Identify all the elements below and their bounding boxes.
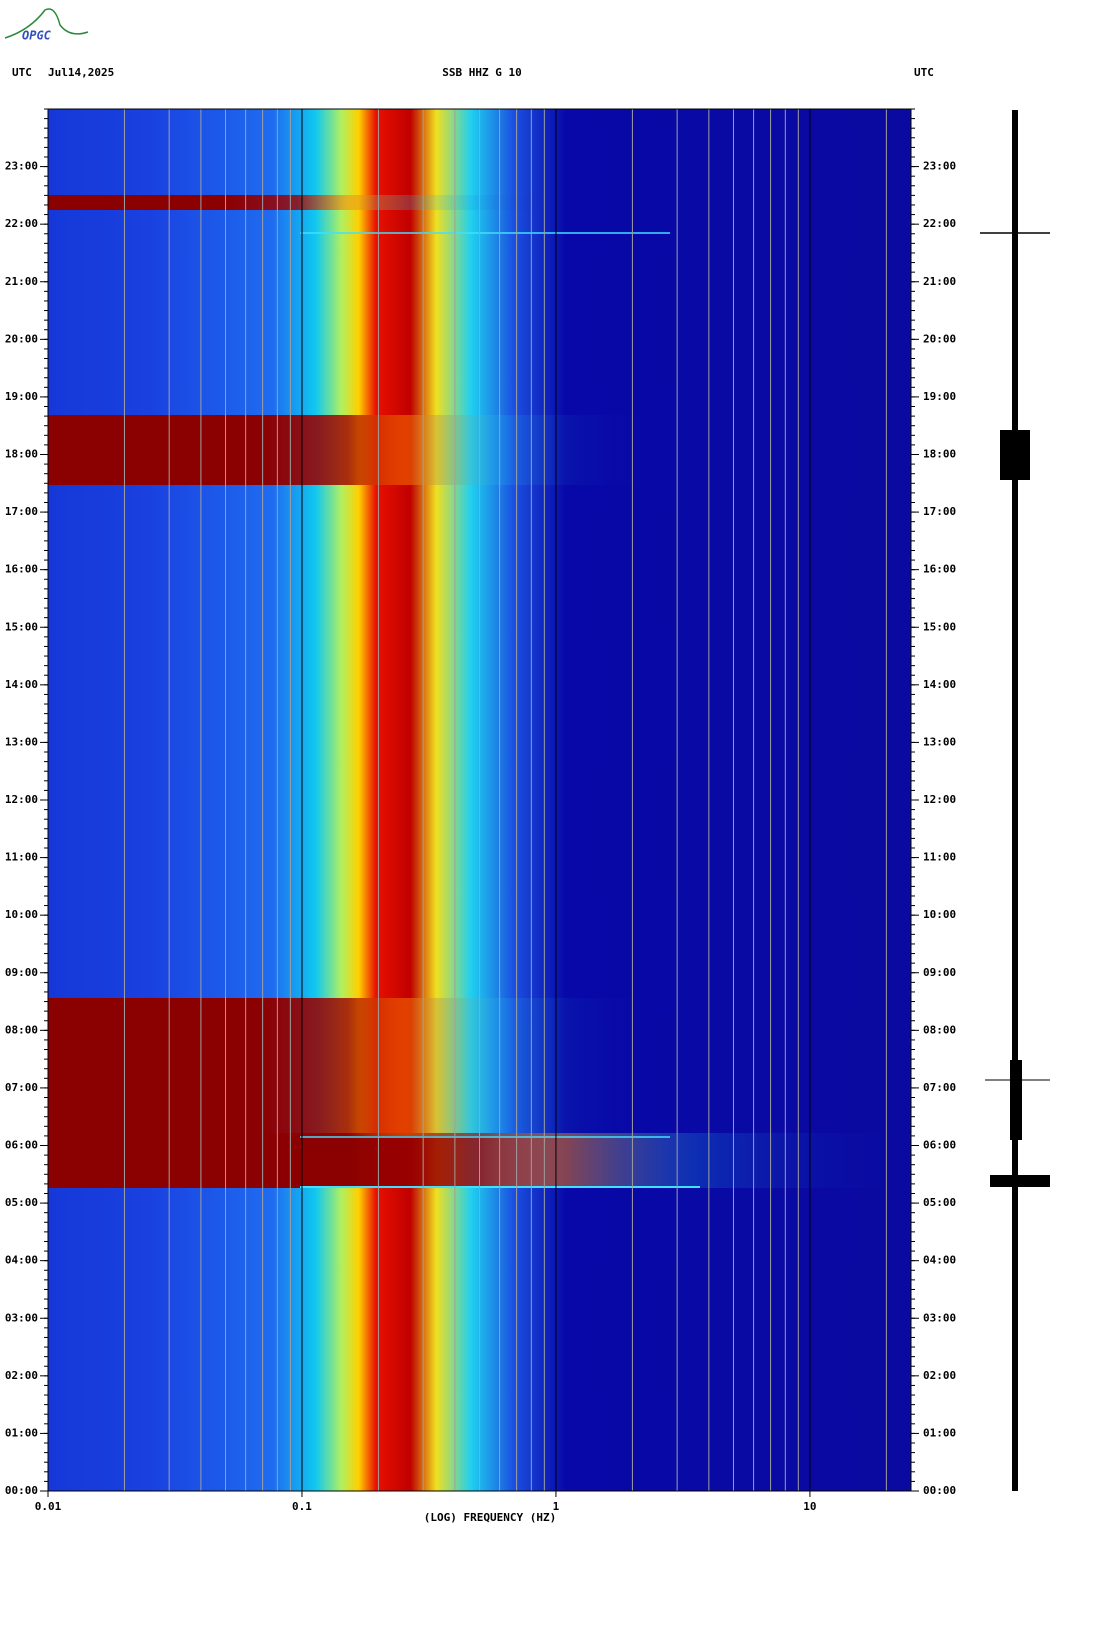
y-tick-label: 03:00	[5, 1311, 38, 1324]
y-tick-label: 09:00	[5, 966, 38, 979]
y-tick-label: 04:00	[923, 1254, 956, 1267]
y-tick-label: 05:00	[923, 1196, 956, 1209]
y-tick-label: 18:00	[923, 448, 956, 461]
y-tick-label: 14:00	[923, 678, 956, 691]
chart-title: SSB HHZ G 10	[442, 66, 521, 79]
y-tick-label: 14:00	[5, 678, 38, 691]
x-tick-label: 10	[803, 1500, 816, 1513]
y-tick-label: 16:00	[923, 563, 956, 576]
y-tick-label: 23:00	[923, 160, 956, 173]
y-tick-label: 08:00	[923, 1023, 956, 1036]
x-tick-label: 1	[553, 1500, 560, 1513]
x-axis-label: (LOG) FREQUENCY (HZ)	[424, 1511, 556, 1524]
y-tick-label: 11:00	[5, 851, 38, 864]
logo: OPGC	[4, 8, 89, 43]
y-tick-label: 01:00	[5, 1426, 38, 1439]
seismogram	[980, 110, 1050, 1491]
y-tick-label: 05:00	[5, 1196, 38, 1209]
y-tick-label: 19:00	[923, 390, 956, 403]
y-tick-label: 15:00	[923, 620, 956, 633]
y-tick-label: 02:00	[5, 1369, 38, 1382]
y-tick-label: 15:00	[5, 620, 38, 633]
y-tick-label: 07:00	[923, 1081, 956, 1094]
y-tick-label: 10:00	[923, 908, 956, 921]
y-tick-label: 06:00	[5, 1139, 38, 1152]
y-tick-label: 08:00	[5, 1023, 38, 1036]
y-tick-label: 09:00	[923, 966, 956, 979]
y-tick-label: 21:00	[5, 275, 38, 288]
y-tick-label: 17:00	[5, 505, 38, 518]
logo-text: OPGC	[22, 29, 52, 43]
y-tick-label: 04:00	[5, 1254, 38, 1267]
y-tick-label: 10:00	[5, 908, 38, 921]
header-left: UTC	[12, 66, 32, 79]
y-tick-label: 12:00	[923, 793, 956, 806]
y-tick-label: 00:00	[923, 1484, 956, 1497]
y-tick-label: 19:00	[5, 390, 38, 403]
y-tick-label: 00:00	[5, 1484, 38, 1497]
y-tick-label: 18:00	[5, 448, 38, 461]
x-tick-label: 0.01	[35, 1500, 62, 1513]
y-tick-label: 22:00	[5, 217, 38, 230]
x-tick-label: 0.1	[292, 1500, 312, 1513]
y-tick-label: 17:00	[923, 505, 956, 518]
header-right: UTC	[914, 66, 934, 79]
y-tick-label: 11:00	[923, 851, 956, 864]
date: Jul14,2025	[48, 66, 114, 79]
y-tick-label: 16:00	[5, 563, 38, 576]
y-tick-label: 13:00	[5, 735, 38, 748]
y-tick-label: 20:00	[923, 332, 956, 345]
y-tick-label: 02:00	[923, 1369, 956, 1382]
y-tick-label: 22:00	[923, 217, 956, 230]
y-tick-label: 01:00	[923, 1426, 956, 1439]
y-tick-label: 21:00	[923, 275, 956, 288]
y-tick-label: 03:00	[923, 1311, 956, 1324]
plot-frame	[47, 108, 912, 1492]
y-tick-label: 07:00	[5, 1081, 38, 1094]
y-tick-label: 20:00	[5, 332, 38, 345]
y-tick-label: 13:00	[923, 735, 956, 748]
y-tick-label: 12:00	[5, 793, 38, 806]
y-tick-label: 06:00	[923, 1139, 956, 1152]
y-tick-label: 23:00	[5, 160, 38, 173]
